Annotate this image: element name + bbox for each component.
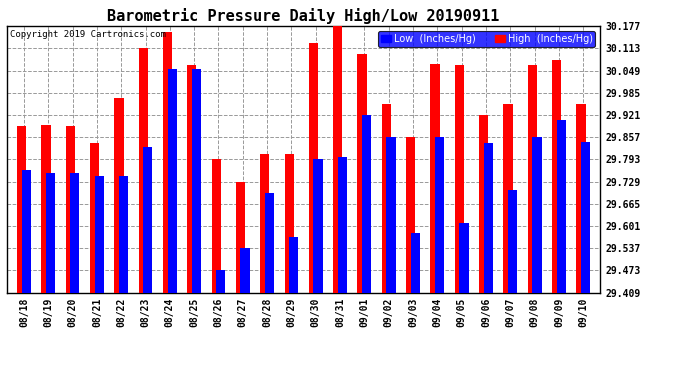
Bar xyxy=(484,143,493,375)
Bar xyxy=(21,170,31,375)
Bar xyxy=(187,65,197,375)
Bar xyxy=(66,126,75,375)
Bar xyxy=(479,115,489,375)
Bar xyxy=(41,125,50,375)
Bar xyxy=(115,98,124,375)
Bar xyxy=(406,137,415,375)
Bar xyxy=(552,60,561,375)
Bar xyxy=(557,120,566,375)
Bar xyxy=(431,64,440,375)
Bar xyxy=(357,54,366,375)
Bar xyxy=(236,182,245,375)
Bar xyxy=(576,104,586,375)
Bar xyxy=(192,69,201,375)
Bar xyxy=(435,137,444,375)
Bar xyxy=(309,43,318,375)
Bar xyxy=(241,248,250,375)
Bar xyxy=(460,223,469,375)
Bar xyxy=(581,142,590,375)
Bar xyxy=(90,143,99,375)
Bar xyxy=(95,176,103,375)
Bar xyxy=(455,65,464,375)
Title: Barometric Pressure Daily High/Low 20190911: Barometric Pressure Daily High/Low 20190… xyxy=(108,8,500,24)
Bar xyxy=(17,126,26,375)
Bar xyxy=(411,233,420,375)
Legend: Low  (Inches/Hg), High  (Inches/Hg): Low (Inches/Hg), High (Inches/Hg) xyxy=(378,31,595,47)
Bar xyxy=(139,48,148,375)
Bar xyxy=(382,104,391,375)
Bar xyxy=(163,32,172,375)
Bar xyxy=(504,104,513,375)
Bar xyxy=(46,172,55,375)
Bar xyxy=(313,159,323,375)
Bar xyxy=(212,159,221,375)
Bar xyxy=(508,189,518,375)
Bar xyxy=(386,137,395,375)
Text: Copyright 2019 Cartronics.com: Copyright 2019 Cartronics.com xyxy=(10,30,166,39)
Bar xyxy=(265,193,274,375)
Bar xyxy=(119,176,128,375)
Bar xyxy=(289,237,298,375)
Bar xyxy=(362,115,371,375)
Bar xyxy=(338,157,347,375)
Bar xyxy=(70,172,79,375)
Bar xyxy=(284,154,294,375)
Bar xyxy=(528,65,537,375)
Bar xyxy=(532,137,542,375)
Bar xyxy=(260,154,269,375)
Bar xyxy=(168,69,177,375)
Bar xyxy=(144,147,152,375)
Bar xyxy=(216,270,226,375)
Bar xyxy=(333,26,342,375)
